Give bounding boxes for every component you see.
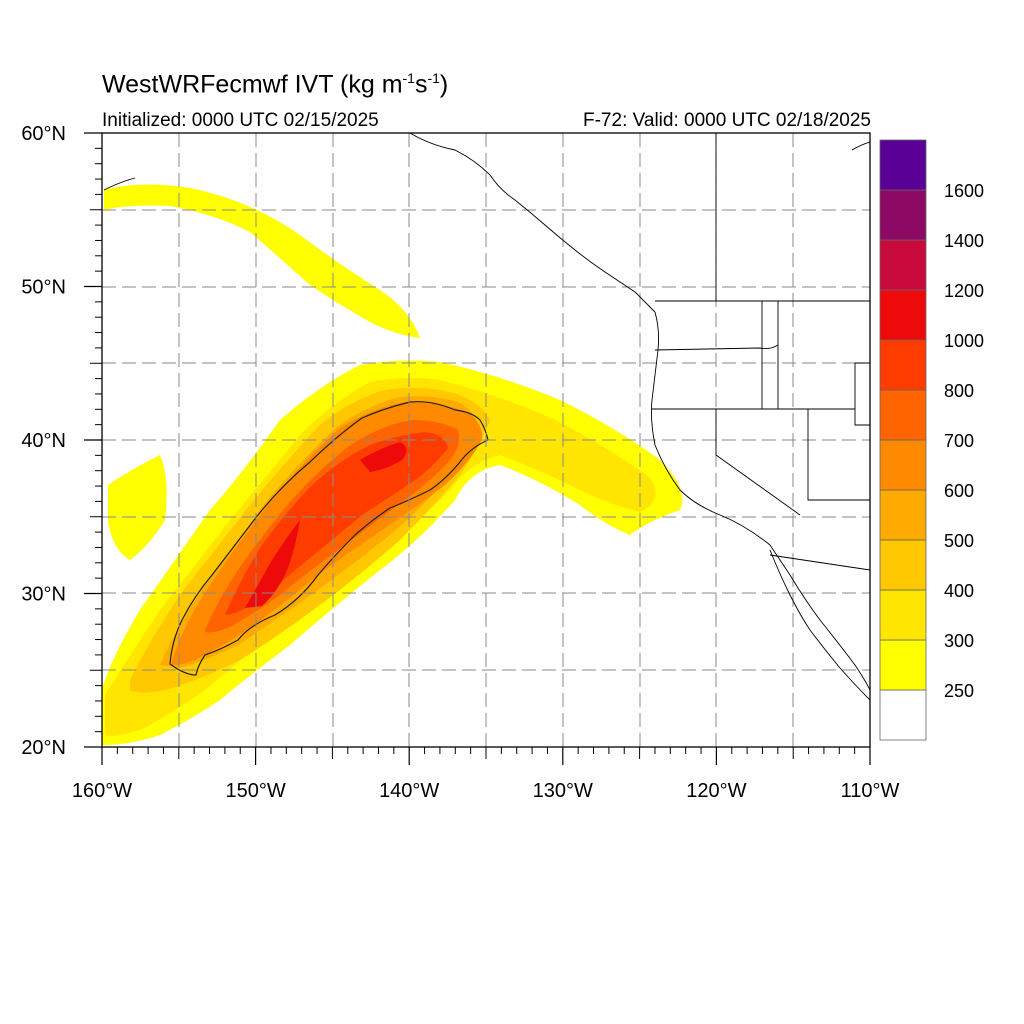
colorbar-swatch: [879, 489, 927, 541]
ivt-1000-north: [360, 442, 407, 472]
colorbar-label: 400: [944, 581, 974, 601]
coastline-baja: [769, 549, 870, 701]
lat-tick-label: 50°N: [21, 277, 66, 299]
lon-tick-label: 150°W: [225, 780, 285, 802]
border-idaho: [761, 301, 779, 409]
longitude-axis: 160°W 150°W 140°W 130°W 120°W 110°W: [72, 747, 900, 802]
ivt-600-contour: [169, 401, 489, 676]
title-variable: IVT: [294, 70, 334, 99]
border-nv-az: [807, 409, 870, 501]
border-ca-nv-diagonal: [715, 409, 801, 516]
title-units-prefix: (kg m: [340, 70, 403, 99]
colorbar-swatch: [879, 139, 927, 191]
colorbar-label: 300: [944, 631, 974, 651]
plot-title: WestWRFecmwf IVT (kg m-1s-1): [102, 70, 448, 99]
colorbar-label: 1000: [944, 331, 984, 351]
colorbar-swatch: [879, 339, 927, 391]
coastline-us-west: [650, 311, 870, 691]
colorbar-label: 600: [944, 481, 974, 501]
ivt-250-west-patches: [108, 455, 167, 560]
latitude-axis: 60°N 50°N 40°N 30°N 20°N: [21, 123, 102, 759]
lat-tick-label: 20°N: [21, 737, 66, 759]
colorbar-swatch: [879, 189, 927, 241]
title-units-mid: s: [414, 70, 428, 99]
lat-tick-label: 60°N: [21, 123, 66, 145]
border-us-mexico: [769, 554, 870, 571]
ivt-250-northern-plume: [104, 184, 420, 338]
colorbar-swatch: [879, 289, 927, 341]
initialized-time: Initialized: 0000 UTC 02/15/2025: [102, 110, 379, 131]
lon-tick-label: 140°W: [379, 780, 439, 802]
colorbar-swatch: [879, 639, 927, 691]
title-units-exp2: -1: [427, 70, 440, 86]
lon-tick-label: 120°W: [686, 780, 746, 802]
colorbar-label: 700: [944, 431, 974, 451]
lat-tick-label: 30°N: [21, 584, 66, 606]
colorbar-swatch: [879, 389, 927, 441]
colorbar-label: 1600: [944, 181, 984, 201]
lon-tick-label: 160°W: [72, 780, 132, 802]
coastline-alaska-top: [103, 141, 870, 191]
colorbar-swatch: [879, 439, 927, 491]
title-units-suffix: ): [439, 70, 449, 99]
ivt-colorbar: 250 300 400 500 600 700 800 1000 1200 1400 1600: [879, 139, 984, 741]
valid-time: F-72: Valid: 0000 UTC 02/18/2025: [583, 110, 871, 131]
border-or-wa: [654, 344, 779, 351]
lon-tick-label: 110°W: [841, 780, 900, 802]
lat-tick-label: 40°N: [21, 430, 66, 452]
map-boundaries: [103, 133, 870, 701]
coastline-alaska-bc: [409, 133, 656, 313]
ivt-field: [102, 184, 683, 745]
colorbar-label: 500: [944, 531, 974, 551]
lon-tick-label: 130°W: [533, 780, 593, 802]
border-utah: [854, 362, 870, 426]
colorbar-swatch: [879, 689, 927, 741]
colorbar-label: 800: [944, 381, 974, 401]
colorbar-swatch: [879, 239, 927, 291]
title-units-exp1: -1: [402, 70, 415, 86]
colorbar-label: 1400: [944, 231, 984, 251]
colorbar-label: 1200: [944, 281, 984, 301]
colorbar-swatch: [879, 539, 927, 591]
ivt-1000-core: [245, 520, 300, 608]
colorbar-label: 250: [944, 681, 974, 701]
graticule: [102, 133, 870, 747]
colorbar-swatch: [879, 589, 927, 641]
title-model: WestWRFecmwf: [102, 70, 288, 99]
